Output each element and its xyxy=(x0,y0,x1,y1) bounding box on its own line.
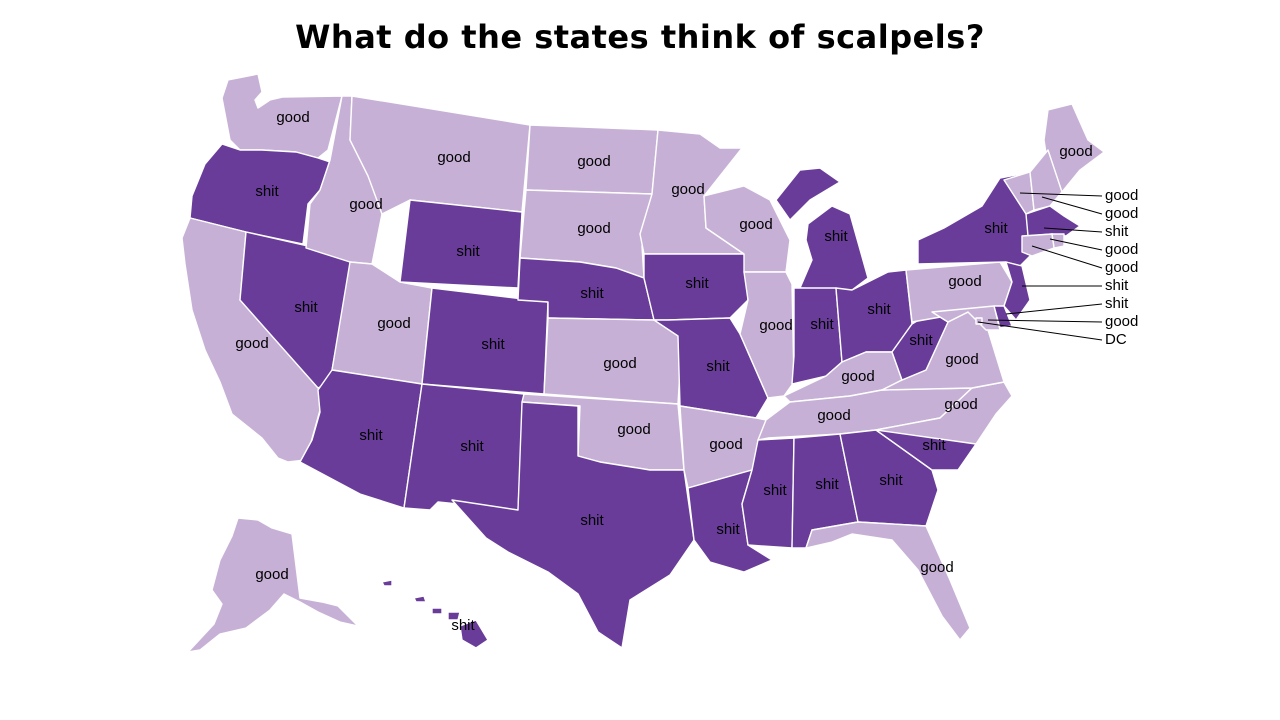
state-label-ky: good xyxy=(841,368,874,385)
callout-line-ma xyxy=(1043,227,1103,233)
state-label-ms: shit xyxy=(763,482,787,499)
state-tx xyxy=(451,401,695,649)
callout-line-dc xyxy=(977,321,1103,341)
state-label-az: shit xyxy=(359,427,383,444)
state-label-nm: shit xyxy=(460,438,484,455)
callout-label-ma: shit xyxy=(1105,223,1129,240)
callout-line-ri xyxy=(1049,238,1103,251)
state-label-id: good xyxy=(349,196,382,213)
state-label-ga: shit xyxy=(879,472,903,489)
state-label-sd: good xyxy=(577,220,610,237)
callout-label-ri: good xyxy=(1105,241,1138,258)
state-nc xyxy=(875,381,1013,445)
state-dc xyxy=(975,317,983,325)
state-label-il: good xyxy=(759,317,792,334)
callout-label-vt: good xyxy=(1105,187,1138,204)
state-label-la: shit xyxy=(716,521,740,538)
map-title: What do the states think of scalpels? xyxy=(295,18,985,56)
state-label-wv: shit xyxy=(909,332,933,349)
state-label-or: shit xyxy=(255,183,279,200)
state-label-hi: shit xyxy=(451,617,475,634)
state-mt xyxy=(349,95,531,215)
state-label-mt: good xyxy=(437,149,470,166)
state-label-oh: shit xyxy=(867,301,891,318)
callout-line-ct xyxy=(1031,245,1103,269)
state-label-va: good xyxy=(945,351,978,368)
state-ct xyxy=(1021,233,1055,257)
state-or xyxy=(189,143,331,245)
state-label-ar: good xyxy=(709,436,742,453)
state-label-mo: shit xyxy=(706,358,730,375)
callout-line-md xyxy=(987,319,1103,323)
state-label-wy: shit xyxy=(456,243,480,260)
callout-line-nh xyxy=(1041,196,1103,215)
state-label-in: shit xyxy=(810,316,834,333)
state-label-ny: shit xyxy=(984,220,1008,237)
state-label-fl: good xyxy=(920,559,953,576)
state-label-nc: good xyxy=(944,396,977,413)
state-label-pa: good xyxy=(948,273,981,290)
state-label-ut: good xyxy=(377,315,410,332)
callout-label-de: shit xyxy=(1105,295,1129,312)
state-label-mn: good xyxy=(671,181,704,198)
state-label-nv: shit xyxy=(294,299,318,316)
state-label-wa: good xyxy=(276,109,309,126)
state-fl xyxy=(805,521,971,641)
callout-line-de xyxy=(1005,303,1103,315)
state-label-nd: good xyxy=(577,153,610,170)
state-label-ok: good xyxy=(617,421,650,438)
state-ak xyxy=(187,517,359,653)
state-label-ne: shit xyxy=(580,285,604,302)
state-label-me: good xyxy=(1059,143,1092,160)
state-label-tn: good xyxy=(817,407,850,424)
state-label-ak: good xyxy=(255,566,288,583)
callout-label-dc: DC xyxy=(1105,331,1127,348)
callout-label-nh: good xyxy=(1105,205,1138,222)
state-label-wi: good xyxy=(739,216,772,233)
state-label-ca: good xyxy=(235,335,268,352)
state-label-ia: shit xyxy=(685,275,709,292)
state-nh xyxy=(1029,149,1063,211)
state-hi xyxy=(381,579,489,649)
state-wa xyxy=(221,73,343,159)
state-label-tx: shit xyxy=(580,512,604,529)
state-label-co: shit xyxy=(481,336,505,353)
state-mi xyxy=(775,167,869,291)
state-label-sc: shit xyxy=(922,437,946,454)
callout-line-vt xyxy=(1019,192,1103,197)
state-label-mi: shit xyxy=(824,228,848,245)
state-label-ks: good xyxy=(603,355,636,372)
state-md xyxy=(931,305,1001,331)
callout-label-ct: good xyxy=(1105,259,1138,276)
callout-label-md: good xyxy=(1105,313,1138,330)
state-label-al: shit xyxy=(815,476,839,493)
callout-label-nj: shit xyxy=(1105,277,1129,294)
